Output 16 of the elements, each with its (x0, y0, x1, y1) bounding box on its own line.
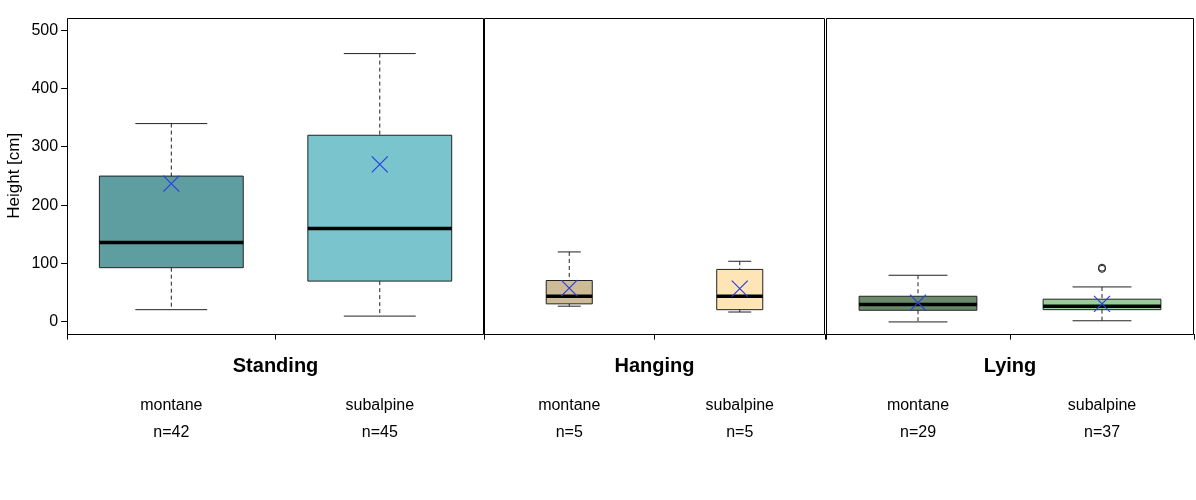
y-tick-label: 300 (31, 137, 59, 155)
y-tick-label: 0 (49, 312, 59, 330)
x-tick-label: subalpine n=37 (1067, 395, 1137, 440)
x-axis-title: Standing (232, 354, 319, 377)
y-tick-label: 200 (31, 195, 59, 213)
y-axis-title: Height [cm] (3, 132, 23, 219)
x-axis-title: Hanging (614, 354, 695, 377)
x-tick-label: montane n=42 (140, 395, 203, 440)
x-tick-label: subalpine n=5 (705, 395, 775, 440)
y-tick-label: 400 (31, 78, 59, 96)
x-tick-label: montane n=5 (538, 395, 601, 440)
x-tick-label: montane n=29 (886, 395, 950, 440)
y-tick-label: 100 (31, 254, 59, 271)
x-tick-label: subalpine n=45 (345, 395, 415, 440)
x-axis-title: Lying (983, 354, 1037, 377)
y-tick-label: 500 (31, 20, 59, 38)
